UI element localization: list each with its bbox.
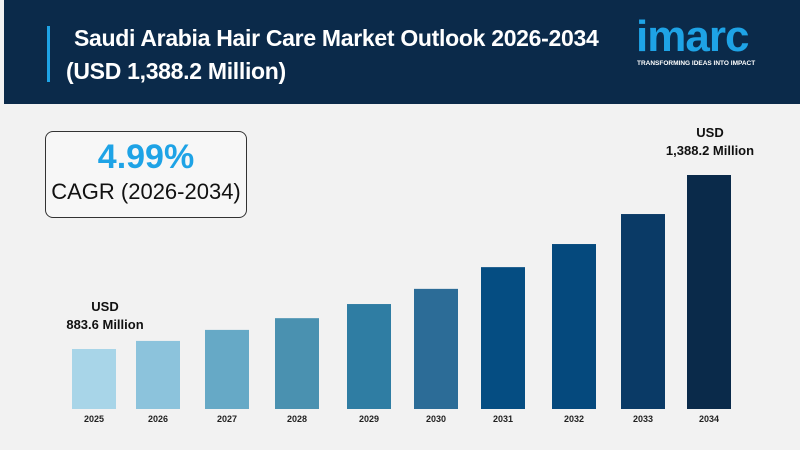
bar-2034 [687, 175, 731, 409]
x-tick-label: 2025 [84, 414, 104, 424]
bar-2032 [552, 244, 596, 409]
start-value: 883.6 Million [66, 317, 144, 332]
cagr-label: CAGR (2026-2034) [51, 179, 241, 204]
bar-2027 [205, 329, 249, 409]
bar-2030 [414, 288, 458, 409]
title-accent-bar [47, 26, 50, 82]
bar-2029 [347, 304, 391, 409]
title-line-2: (USD 1,388.2 Million) [66, 58, 286, 84]
cagr-box: 4.99% CAGR (2026-2034) [45, 131, 247, 218]
start-value-label: USD 883.6 Million [50, 298, 160, 334]
x-tick-label: 2027 [217, 414, 237, 424]
x-tick-label: 2034 [699, 414, 719, 424]
start-unit: USD [91, 299, 119, 314]
bar-2028 [275, 318, 319, 409]
x-tick-label: 2026 [148, 414, 168, 424]
end-unit: USD [696, 125, 724, 140]
bar-2025 [72, 349, 116, 409]
end-value-label: USD 1,388.2 Million [655, 124, 765, 160]
x-tick-label: 2028 [287, 414, 307, 424]
end-value: 1,388.2 Million [665, 143, 755, 158]
logo-tagline: TRANSFORMING IDEAS INTO IMPACT [637, 60, 756, 67]
cagr-value: 4.99% [97, 138, 195, 176]
x-tick-label: 2033 [633, 414, 653, 424]
title-line-1: Saudi Arabia Hair Care Market Outlook 20… [74, 25, 599, 51]
x-tick-label: 2030 [426, 414, 446, 424]
page-title: Saudi Arabia Hair Care Market Outlook 20… [66, 22, 599, 88]
header-banner [4, 0, 800, 104]
bar-2026 [136, 340, 180, 409]
x-tick-label: 2029 [359, 414, 379, 424]
x-tick-label: 2032 [564, 414, 584, 424]
bar-2031 [481, 267, 525, 409]
x-tick-label: 2031 [493, 414, 513, 424]
bar-2033 [621, 214, 665, 409]
imarc-logo: imarc [636, 12, 749, 61]
